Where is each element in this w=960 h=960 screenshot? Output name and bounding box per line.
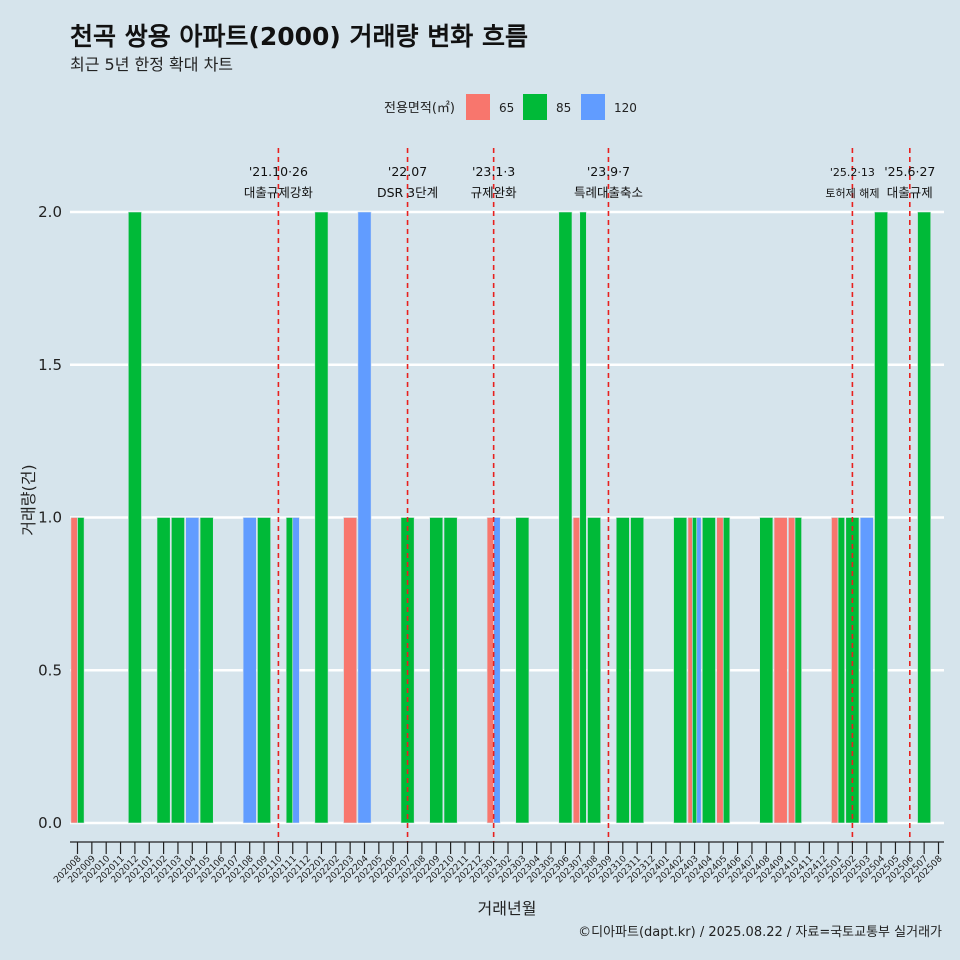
chart-subtitle: 최근 5년 한정 확대 차트	[70, 55, 233, 74]
y-tick-label: 1.5	[38, 356, 62, 374]
bar-85-202109	[257, 517, 271, 824]
bar-120-202204	[357, 211, 372, 824]
event-date: '23.1·3	[472, 164, 515, 179]
y-axis-label: 거래량(건)	[19, 464, 38, 535]
y-tick-label: 2.0	[38, 203, 62, 221]
event-date: '23.9·7	[587, 164, 630, 179]
bar-120-202111	[292, 517, 300, 824]
bar-120-202403	[696, 517, 702, 824]
bar-85-202308	[587, 517, 601, 824]
legend-key-120	[581, 94, 605, 120]
event-date: '22.07	[388, 164, 427, 179]
y-axis: 0.0 0.5 1.0 1.5 2.0	[38, 203, 62, 832]
bar-85-202403	[692, 517, 698, 824]
event-label: 특례대출축소	[574, 185, 643, 200]
bar-65-202409	[773, 517, 788, 824]
y-tick-label: 1.0	[38, 509, 62, 527]
event-date: '25.6·27	[884, 164, 935, 179]
legend-label: 85	[556, 101, 571, 115]
bar-85-202307	[579, 211, 587, 824]
event-label: 토허제 해제	[825, 186, 879, 200]
bar-65-202410	[788, 517, 796, 824]
chart-title: 천곡 쌍용 아파트(2000) 거래량 변화 흐름	[70, 22, 528, 51]
bar-65-202008	[70, 517, 78, 824]
bar-65-202307	[572, 517, 581, 824]
event-date: '21.10·26	[249, 164, 308, 179]
bar-85-202306	[558, 211, 573, 824]
bar-65-202203	[343, 517, 358, 824]
bar-85-202504	[874, 211, 888, 824]
bar-65-202403	[687, 517, 693, 824]
bar-85-202102	[156, 517, 171, 824]
x-axis-label: 거래년월	[478, 899, 537, 918]
bar-85-202311	[630, 517, 645, 824]
bars	[70, 211, 932, 824]
bar-120-202301	[493, 517, 501, 824]
bar-65-202405	[716, 517, 724, 824]
bar-85-202402	[673, 517, 688, 824]
event-date: '25.2·13	[830, 166, 875, 179]
bar-85-202507	[917, 211, 932, 824]
bar-85-202111	[285, 517, 294, 824]
event-label: DSR 3단계	[377, 185, 438, 200]
legend-label: 65	[499, 101, 514, 115]
event-label: 대출규제강화	[244, 185, 314, 200]
legend-label: 120	[614, 101, 637, 115]
bar-85-202201	[314, 211, 329, 824]
bar-85-202303	[515, 517, 530, 824]
bar-120-202104	[185, 517, 200, 824]
event-label: 규제완화	[471, 185, 518, 200]
legend: 전용면적(㎡) 65 85 120	[384, 94, 637, 120]
bar-85-202008	[77, 517, 85, 824]
bar-85-202105	[199, 517, 214, 824]
bar-85-202501	[837, 517, 845, 824]
bar-120-202503	[859, 517, 874, 824]
bar-85-202408	[759, 517, 774, 824]
y-tick-label: 0.0	[38, 814, 62, 832]
legend-key-85	[523, 94, 547, 120]
bar-85-202103	[171, 517, 185, 824]
bar-85-202210	[443, 517, 458, 824]
bar-85-202012	[128, 211, 142, 824]
legend-title: 전용면적(㎡)	[384, 101, 455, 116]
bar-85-202310	[615, 517, 630, 824]
event-label: 대출규제	[887, 185, 933, 200]
bar-85-202410	[794, 517, 802, 824]
bar-85-202404	[701, 517, 716, 824]
bar-120-202108	[242, 517, 257, 824]
x-axis: 2020082020092020102020112020122021012021…	[52, 841, 945, 885]
bar-85-202209	[429, 517, 444, 824]
bar-65-202301	[486, 517, 494, 824]
events: '21.10·26 대출규제강화 '22.07 DSR 3단계 '23.1·3 규제완화 '…	[244, 148, 935, 842]
bar-85-202405	[722, 517, 731, 824]
bar-65-202501	[831, 517, 839, 824]
legend-key-65	[466, 94, 490, 120]
caption: ©디아파트(dapt.kr) / 2025.08.22 / 자료=국토교통부 실…	[578, 925, 942, 940]
y-tick-label: 0.5	[38, 661, 62, 679]
